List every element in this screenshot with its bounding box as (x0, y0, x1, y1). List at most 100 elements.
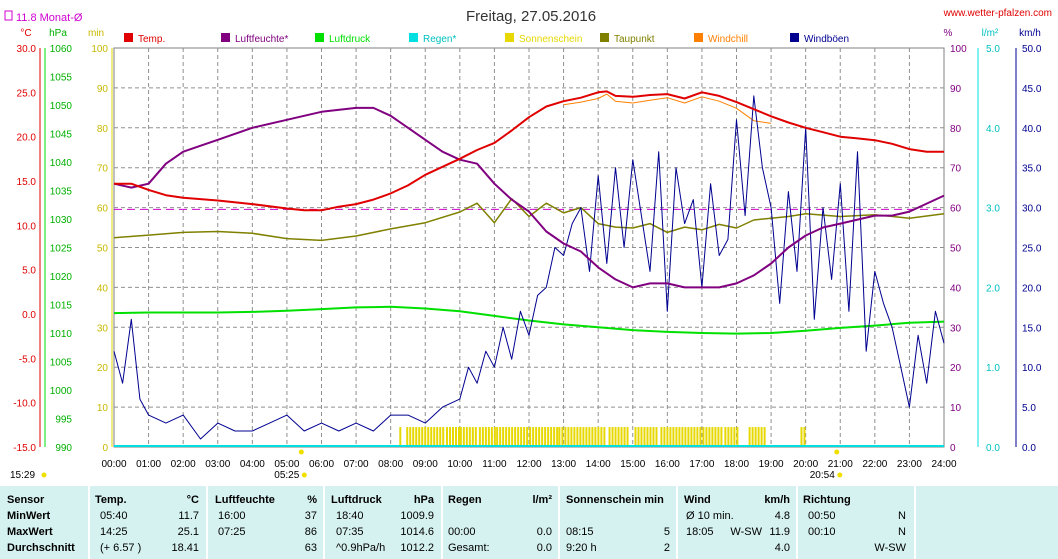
cell-press-time: ^0.9hPa/h (336, 542, 386, 554)
sunshine-bar (652, 427, 655, 447)
sunshine-bar (736, 427, 739, 447)
tick-label-min: 30 (97, 323, 109, 334)
legend-label-hum: Luftfeuchte* (235, 34, 288, 45)
tick-label-min: 100 (91, 44, 108, 55)
sunshine-bar (439, 427, 442, 447)
th-temp: Temp. (95, 494, 127, 506)
tick-label-press: 1005 (50, 358, 73, 369)
row-label: Durchschnitt (7, 542, 75, 554)
sunshine-bar (538, 427, 541, 447)
th-sun: Sonnenschein min (566, 494, 664, 506)
cell-dir-value: W-SW (874, 542, 906, 554)
sunshine-bar (553, 427, 556, 447)
legend-swatch-press (315, 33, 324, 42)
sun-events: 05:25 20:54 15:29 (10, 449, 843, 481)
cell-temp-value: 25.1 (177, 526, 199, 538)
sunshine-bar (449, 427, 451, 447)
sunshine-bar (803, 427, 806, 447)
cell-hum-time: 07:25 (218, 526, 246, 538)
tick-label-x: 06:00 (309, 459, 334, 470)
sunshine-bar (720, 427, 723, 447)
tick-label-temp: 25.0 (17, 88, 37, 99)
sunshine-bar (730, 427, 733, 447)
cell-rain-value: 0.0 (536, 526, 552, 538)
tick-label-x: 24:00 (931, 459, 956, 470)
sunshine-bar (717, 427, 720, 447)
sunshine-bar (611, 427, 614, 447)
table-column-separator (206, 486, 208, 559)
table-column-separator (914, 486, 916, 559)
tick-label-pct: 60 (950, 204, 962, 215)
tick-label-min: 50 (97, 244, 109, 255)
tick-label-rain: 1.0 (986, 363, 1000, 374)
grid (113, 47, 945, 448)
tick-label-temp: 30.0 (17, 44, 37, 55)
sunshine-bar (526, 427, 529, 447)
sunshine-bar (455, 427, 457, 447)
sunshine-bar (585, 427, 588, 447)
cell-hum-value: 86 (304, 526, 317, 538)
cell-wind-value: 4.8 (774, 510, 790, 522)
th-hum: Luftfeuchte (215, 494, 275, 506)
th-press: Luftdruck (331, 494, 382, 506)
sunshine-bar (637, 427, 640, 447)
cell-wind-time: 18:05 (686, 526, 714, 538)
cell-press-value: 1014.6 (400, 526, 434, 538)
tick-label-press: 1000 (50, 386, 73, 397)
tick-label-x: 05:00 (274, 459, 299, 470)
sunshine-bar (591, 427, 594, 447)
x-axis: 00:00 01:00 02:00 03:00 04:00 05:00 06:00 07:00… (101, 459, 956, 470)
sunshine-bar (490, 427, 493, 447)
cell-dir-value: N (898, 526, 906, 538)
sunshine-bar (564, 427, 567, 447)
tick-label-x: 12:00 (516, 459, 541, 470)
sunshine-bar (594, 427, 597, 447)
tick-label-x: 23:00 (897, 459, 922, 470)
sunshine-bar (541, 427, 544, 447)
sunshine-bar (409, 427, 412, 447)
sunshine-bar (649, 427, 652, 447)
th-press-unit: hPa (413, 494, 434, 506)
sunshine-bar (666, 427, 669, 447)
sunshine-bar (547, 427, 550, 447)
website-link[interactable]: www.wetter-pfalzen.com (943, 8, 1052, 19)
sunshine-bar (418, 427, 421, 447)
sunshine-bar (442, 427, 445, 447)
tick-label-press: 1020 (50, 272, 73, 283)
sunshine-bar (757, 427, 760, 447)
tick-label-press: 995 (55, 415, 72, 426)
series-chill (563, 93, 772, 124)
tick-label-min: 20 (97, 363, 109, 374)
sunset-marker (834, 449, 840, 455)
tick-label-wind: 20.0 (1022, 283, 1042, 294)
cell-temp-time: 14:25 (100, 526, 128, 538)
tick-label-pct: 90 (950, 84, 962, 95)
sunshine-bar (684, 427, 687, 447)
sunshine-bar (693, 427, 696, 447)
tick-label-x: 20:00 (793, 459, 818, 470)
y-axes: -15.0 -10.0 -5.0 0.0 5.0 10.0 15.0 20.0 25.0 30.0… (13, 44, 1042, 454)
sunshine-bar (446, 427, 448, 447)
sunshine-bar (702, 427, 705, 447)
sunshine-bar (502, 427, 505, 447)
sunshine-bar (576, 427, 579, 447)
th-sensor: Sensor (7, 494, 45, 506)
sunshine-bar (433, 427, 436, 447)
sunshine-bar (471, 427, 474, 447)
axis-unit-pct: % (944, 28, 953, 39)
sunshine-bar (614, 427, 617, 447)
cell-temp-time: (+ 6.57 ) (100, 542, 142, 554)
legend-label-dew: Taupunkt (614, 34, 655, 45)
tick-label-pct: 70 (950, 164, 962, 175)
legend-label-press: Luftdruck (329, 34, 371, 45)
sunshine-bar (508, 427, 511, 447)
sunrise-label: 05:25 (274, 470, 299, 481)
tick-label-x: 15:00 (620, 459, 645, 470)
cell-press-time: 07:35 (336, 526, 364, 538)
tick-label-rain: 2.0 (986, 283, 1000, 294)
tick-label-x: 18:00 (724, 459, 749, 470)
sunshine-bar (532, 427, 535, 447)
sunshine-bar (696, 427, 699, 447)
tick-label-min: 10 (97, 403, 109, 414)
sunset-icon (837, 472, 843, 478)
